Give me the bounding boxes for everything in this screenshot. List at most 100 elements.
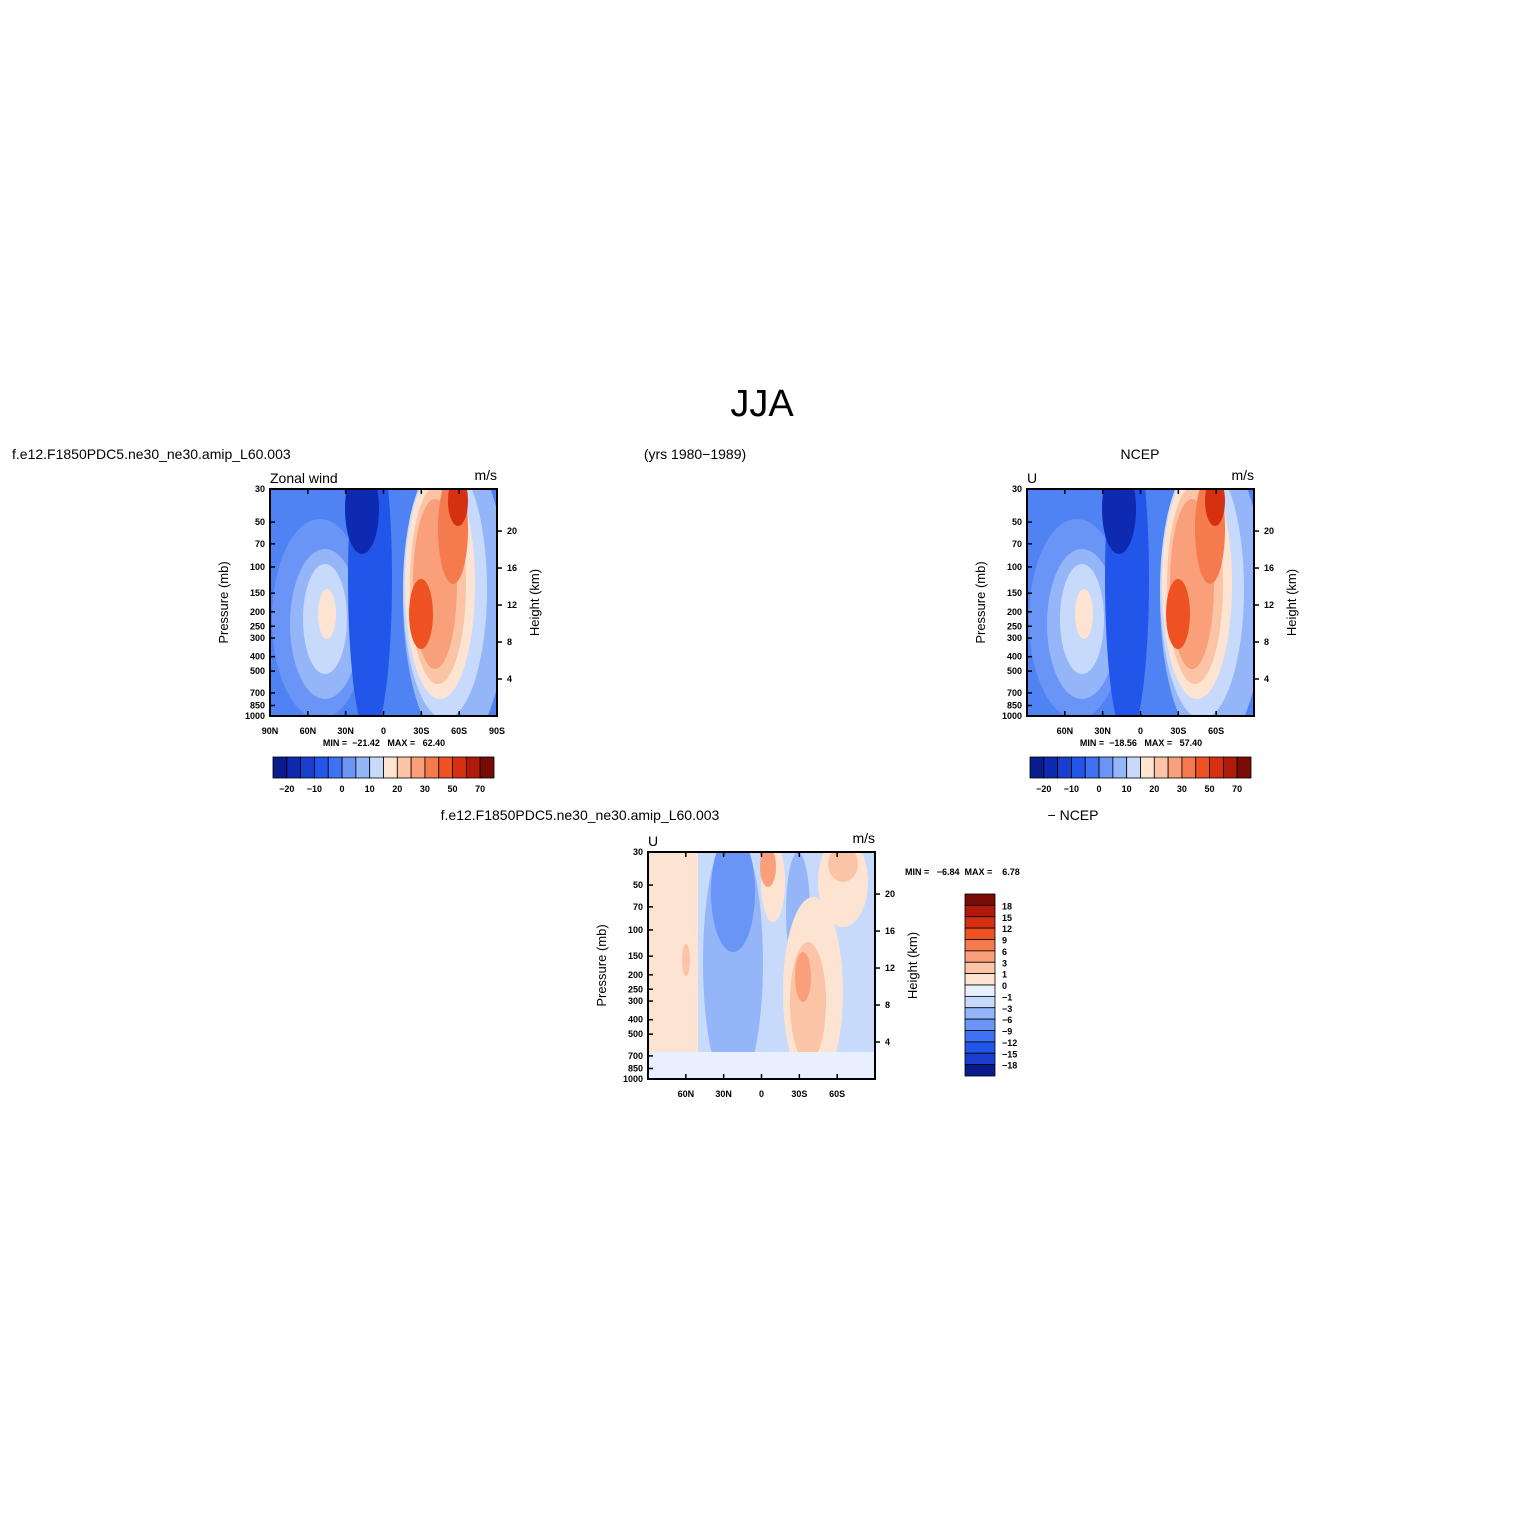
y2-tick-label: 12	[1264, 600, 1274, 610]
x-tick-label: 60S	[829, 1089, 845, 1099]
colorbar-label: 9	[1002, 936, 1007, 946]
contour-field	[1027, 489, 1254, 716]
y-tick-label: 200	[628, 970, 643, 980]
colorbar-box	[964, 893, 996, 906]
y-axis-title: Pressure (mb)	[216, 561, 231, 643]
contour-field	[648, 852, 875, 1079]
min-max-stats: MIN = −21.42 MAX = 62.40	[323, 738, 445, 748]
y-tick-label: 250	[1007, 621, 1022, 631]
panel-header: (yrs 1980−1989)	[644, 446, 746, 462]
left-label: U	[648, 833, 658, 849]
y2-tick-label: 8	[885, 1000, 890, 1010]
y2-tick-label: 8	[507, 637, 512, 647]
y2-axis-title: Height (km)	[905, 932, 920, 999]
y-tick-label: 200	[250, 607, 265, 617]
colorbar-label: 70	[1232, 784, 1242, 794]
colorbar-box	[964, 950, 996, 963]
unit-label: m/s	[852, 830, 875, 846]
contour-field	[270, 489, 497, 716]
colorbar-box	[1071, 756, 1086, 779]
y-tick-label: 700	[628, 1051, 643, 1061]
colorbar-label: −9	[1002, 1027, 1012, 1037]
y2-axis-title: Height (km)	[1284, 569, 1299, 636]
y-tick-label: 150	[628, 951, 643, 961]
y-tick-label: 850	[250, 700, 265, 710]
colorbar-label: 20	[392, 784, 402, 794]
panel-header: f.e12.F1850PDC5.ne30_ne30.amip_L60.003	[441, 807, 720, 823]
colorbar-label: −3	[1002, 1004, 1012, 1014]
colorbar-box	[272, 756, 288, 779]
y-tick-label: 850	[1007, 700, 1022, 710]
y-tick-label: 500	[628, 1029, 643, 1039]
colorbar-label: 10	[1122, 784, 1132, 794]
colorbar-box	[964, 984, 996, 997]
colorbar-box	[1084, 756, 1100, 779]
y-tick-label: 150	[250, 588, 265, 598]
colorbar-label: −20	[279, 784, 294, 794]
colorbar-box	[355, 756, 371, 779]
colorbar-box	[383, 756, 398, 779]
colorbar-label: 3	[1002, 958, 1007, 968]
colorbar-label: −6	[1002, 1015, 1012, 1025]
colorbar-label: 50	[448, 784, 458, 794]
colorbar-box	[1140, 756, 1155, 779]
y-tick-label: 1000	[623, 1074, 643, 1084]
colorbar-label: 15	[1002, 913, 1012, 923]
panel-header: NCEP	[1121, 446, 1160, 462]
colorbar-box	[410, 756, 426, 779]
y-axis-title: Pressure (mb)	[973, 561, 988, 643]
y-tick-label: 250	[628, 984, 643, 994]
x-tick-label: 30S	[791, 1089, 807, 1099]
colorbar-box	[438, 756, 453, 779]
colorbar-box	[452, 756, 467, 779]
y-tick-label: 700	[1007, 688, 1022, 698]
colorbar-box	[424, 756, 440, 779]
y-tick-label: 500	[250, 666, 265, 676]
x-tick-label: 60S	[451, 726, 467, 736]
colorbar-box	[964, 995, 996, 1009]
colorbar-label: 70	[475, 784, 485, 794]
x-tick-label: 30N	[715, 1089, 732, 1099]
colorbar-label: 0	[340, 784, 345, 794]
y-tick-label: 1000	[1002, 711, 1022, 721]
y-tick-label: 30	[255, 484, 265, 494]
colorbar-box	[479, 756, 495, 779]
y-tick-label: 50	[1012, 517, 1022, 527]
colorbar-label: 1	[1002, 970, 1007, 980]
x-tick-label: 0	[759, 1089, 764, 1099]
colorbar-box	[964, 1007, 996, 1020]
y-tick-label: 300	[250, 633, 265, 643]
y-tick-label: 200	[1007, 607, 1022, 617]
title: JJA	[730, 383, 794, 425]
colorbar-box	[1222, 756, 1238, 779]
y-tick-label: 50	[255, 517, 265, 527]
x-tick-label: 60N	[300, 726, 317, 736]
x-tick-label: 90N	[262, 726, 279, 736]
y-tick-label: 400	[1007, 652, 1022, 662]
colorbar-box	[964, 1064, 996, 1077]
colorbar-label: 20	[1149, 784, 1159, 794]
colorbar-box	[964, 916, 996, 929]
colorbar-label: 50	[1205, 784, 1215, 794]
x-tick-label: 30N	[1094, 726, 1111, 736]
colorbar-box	[964, 927, 996, 940]
min-max-stats: MIN = −6.84 MAX = 6.78	[905, 867, 1020, 877]
colorbar-box	[964, 904, 996, 918]
colorbar-box	[964, 973, 996, 986]
panel-header: f.e12.F1850PDC5.ne30_ne30.amip_L60.003	[12, 446, 291, 462]
y-tick-label: 300	[1007, 633, 1022, 643]
colorbar-label: 6	[1002, 947, 1007, 957]
y-tick-label: 400	[250, 652, 265, 662]
y-tick-label: 500	[1007, 666, 1022, 676]
colorbar-box	[1057, 756, 1072, 779]
colorbar-label: −18	[1002, 1061, 1017, 1071]
unit-label: m/s	[1231, 467, 1254, 483]
colorbar-label: 0	[1002, 981, 1007, 991]
y-tick-label: 850	[628, 1063, 643, 1073]
colorbar-label: 30	[1177, 784, 1187, 794]
panel-header: − NCEP	[1048, 807, 1099, 823]
colorbar-box	[1153, 756, 1169, 779]
y2-tick-label: 20	[507, 526, 517, 536]
colorbar-box	[1195, 756, 1210, 779]
x-tick-label: 90S	[489, 726, 505, 736]
